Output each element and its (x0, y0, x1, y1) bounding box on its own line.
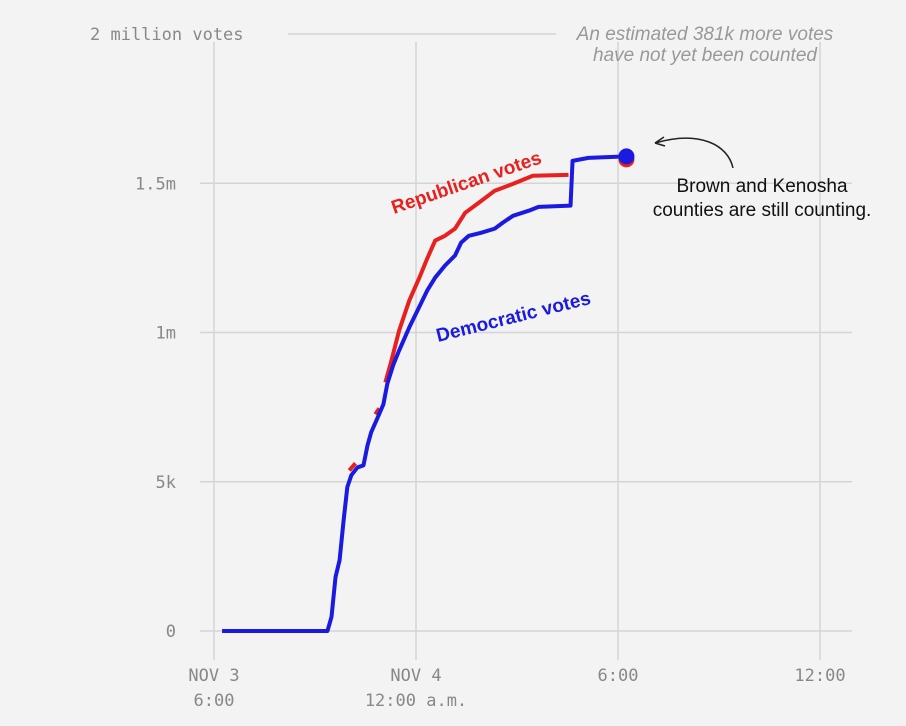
note: An estimated 381k more votes (576, 24, 834, 45)
y-tick-label: 5k (156, 473, 176, 493)
end-dot (618, 148, 635, 165)
x-tick-label: NOV 4 (390, 666, 441, 686)
x-tick-label: 12:00 (794, 666, 845, 686)
callout: Brown and Kenosha (676, 176, 848, 197)
note: have not yet been counted (593, 45, 818, 66)
x-tick-label: 12:00 a.m. (365, 691, 467, 711)
x-tick-label: 6:00 (598, 666, 639, 686)
series-line (347, 172, 569, 472)
x-tick-label: NOV 3 (188, 666, 239, 686)
y-tick-label: 0 (166, 622, 176, 642)
y-tick-label: 2 million votes (90, 25, 244, 45)
series-line (222, 154, 627, 633)
callout-arrow (654, 137, 734, 169)
x-tick-label: 6:00 (194, 691, 235, 711)
y-tick-label: 1m (156, 324, 176, 344)
callout: counties are still counting. (653, 200, 872, 221)
y-tick-label: 1.5m (135, 174, 176, 194)
arrow-head (654, 136, 666, 147)
